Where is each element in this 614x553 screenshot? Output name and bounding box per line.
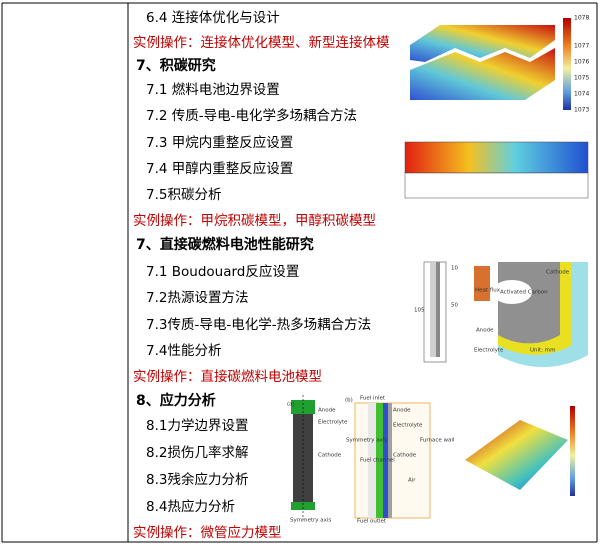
tube-figure xyxy=(291,395,315,520)
figure-label: Symmetry axis xyxy=(346,438,387,444)
line-item: 7.1 燃料电池边界设置 xyxy=(146,81,280,98)
figure-label: (b) xyxy=(345,398,353,404)
figure-label: Furnace wall xyxy=(420,438,455,444)
gradient-figure xyxy=(404,141,589,174)
line-item: 7.4性能分析 xyxy=(146,343,221,359)
figure-label: Symmetry axis xyxy=(290,518,331,524)
figure-label: Anode xyxy=(476,328,494,334)
figure-label: Anode xyxy=(393,408,411,414)
figure-label: 50 xyxy=(451,303,458,309)
line-red: 实例操作：直接碳燃料电池模型 xyxy=(133,368,322,385)
line-item: 7.1 Boudouard反应设置 xyxy=(146,263,299,280)
figure-label: Cathode xyxy=(546,270,570,276)
figure-label: Activated Carbon xyxy=(500,290,548,296)
figure-label: Electrolyte xyxy=(474,348,504,354)
figure-label: Electrolyte xyxy=(393,423,423,429)
figure-label: Heat flux xyxy=(475,288,501,294)
figure-label: Cathode xyxy=(318,453,342,459)
line-item: 7.3传质-导电-电化学-热多场耦合方法 xyxy=(146,316,371,333)
line-bold: 7、直接碳燃料电池性能研究 xyxy=(136,236,314,253)
line-item: 8.1力学边界设置 xyxy=(146,418,248,434)
surface-figure xyxy=(465,406,575,496)
line-item: 7.2 传质-导电-电化学多场耦合方法 xyxy=(146,107,357,124)
figure-label: (a) xyxy=(287,402,295,408)
dcfc-figure xyxy=(423,261,588,368)
line-red: 实例操作：甲烷积碳模型，甲醇积碳模型 xyxy=(133,212,376,229)
colorbar-label: 1075 xyxy=(574,75,589,82)
line-item: 8.3残余应力分析 xyxy=(146,471,248,488)
figure-label: Fuel channel xyxy=(360,458,395,464)
line-red: 实例操作：微管应力模型 xyxy=(133,524,282,541)
colorbar-label: 1078 xyxy=(574,15,589,22)
line-bold: 8、应力分析 xyxy=(136,392,216,409)
figure-label: Cathode xyxy=(393,453,417,459)
colorbar-label: 1074 xyxy=(574,91,589,98)
figure-label: 10 xyxy=(451,266,458,272)
line-item: 7.5积碳分析 xyxy=(146,187,221,203)
colorbar-label: 1077 xyxy=(574,43,589,50)
colorbar-label: 1076 xyxy=(574,59,589,66)
figure-label: Anode xyxy=(318,408,336,414)
figure-label: Fuel inlet xyxy=(360,396,386,402)
line-bold: 7、积碳研究 xyxy=(136,57,216,74)
figure-label: Fuel outlet xyxy=(357,519,387,525)
channel-figure xyxy=(354,402,431,519)
line-red: 实例操作：连接体优化模型、新型连接体模 xyxy=(133,34,390,51)
line-item: 6.4 连接体优化与设计 xyxy=(146,9,280,26)
figure-label: 105 xyxy=(414,308,425,314)
line-item: 8.4热应力分析 xyxy=(146,498,235,515)
figure-label: Electrolyte xyxy=(318,420,348,426)
figure-label: Unit: mm xyxy=(530,348,556,354)
line-item: 7.3 甲烷内重整反应设置 xyxy=(146,134,293,151)
line-item: 7.4 甲醇内重整反应设置 xyxy=(146,160,293,177)
line-item: 8.2损伤几率求解 xyxy=(146,444,248,461)
gradient-figure xyxy=(404,172,589,199)
figure-label: Air xyxy=(408,478,416,484)
interconnect-figure xyxy=(410,18,571,110)
colorbar-label: 1073 xyxy=(574,107,589,114)
line-item: 7.2热源设置方法 xyxy=(146,290,248,306)
